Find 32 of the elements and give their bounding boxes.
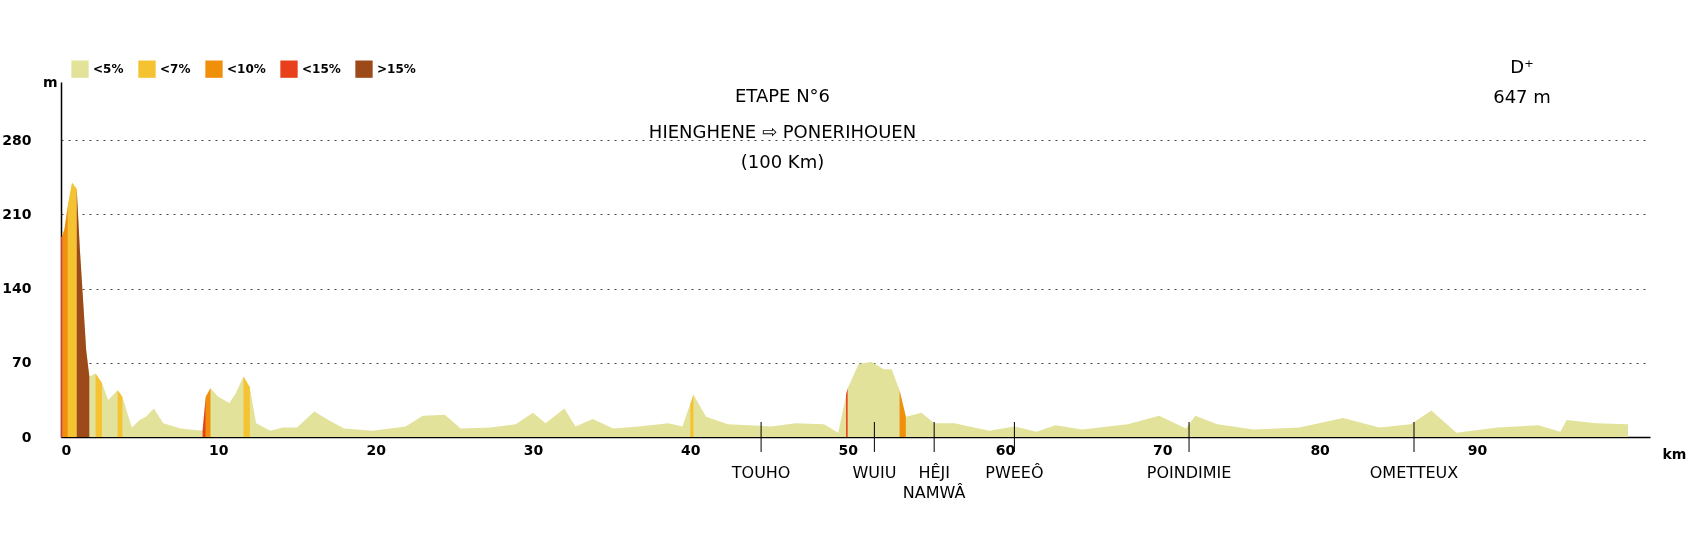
x-tick-label: 70	[1153, 441, 1173, 458]
x-axis-title: km	[1662, 445, 1687, 462]
x-tick-label: 80	[1310, 441, 1331, 458]
y-axis-title: m	[42, 73, 58, 90]
ref-line-label: TOUHO	[730, 463, 791, 482]
chart-title: ETAPE N°6	[734, 85, 831, 106]
x-tick-label: 0	[61, 441, 72, 458]
y-tick-label: 70	[12, 354, 32, 371]
ref-line-label: HÊJI NAMWÂ	[902, 463, 966, 502]
legend-label: <5%	[93, 62, 124, 77]
legend-label: <7%	[160, 62, 191, 77]
ref-line-label: WUIU	[852, 463, 897, 482]
ref-line-label: OMETTEUX	[1369, 463, 1459, 482]
x-tick-label: 90	[1467, 441, 1488, 458]
x-tick-label: 10	[209, 441, 229, 458]
legend-label: <15%	[302, 62, 341, 77]
ref-line-label: PWEEÔ	[985, 463, 1044, 482]
ref-line-label: POINDIMIE	[1146, 463, 1232, 482]
legend-label: <10%	[227, 62, 266, 77]
text: HIENGHENE ⇨ PONERIHOUEN (100 Km)	[648, 121, 917, 172]
x-tick-label: 20	[366, 441, 387, 458]
annotation: 647 m	[1493, 86, 1551, 107]
x-tick-label: 40	[681, 441, 701, 458]
y-tick-label: 210	[2, 205, 32, 222]
x-tick-label: 50	[838, 441, 859, 458]
x-tick-label: 30	[523, 441, 544, 458]
y-tick-label: 280	[2, 131, 32, 148]
x-tick-label: 60	[995, 441, 1016, 458]
y-tick-label: 0	[21, 428, 32, 445]
legend-label: >15%	[377, 62, 416, 77]
y-tick-label: 140	[2, 280, 32, 297]
text: D⁺	[1510, 56, 1534, 77]
